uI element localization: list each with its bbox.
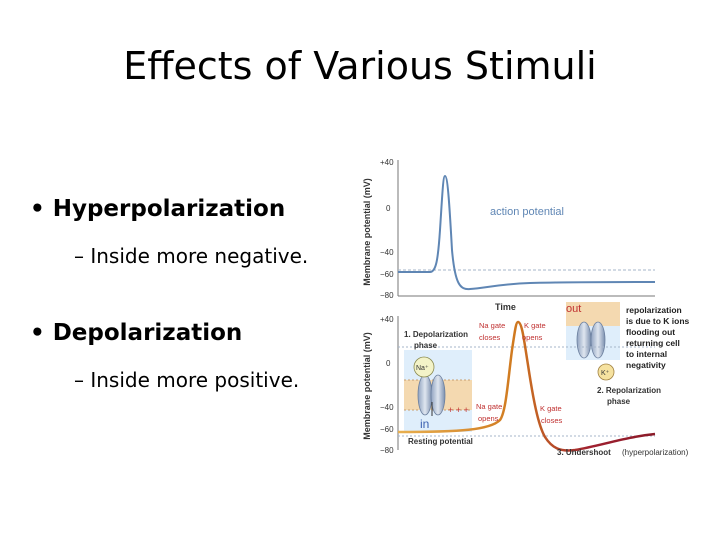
bottom-ytick: −40: [380, 403, 394, 412]
bottom-ytick: −80: [380, 446, 394, 455]
top-ytick: −40: [380, 248, 394, 257]
resting-potential-label: Resting potential: [408, 437, 473, 446]
note-line: repolarization: [626, 305, 682, 315]
top-ytick: +40: [380, 158, 394, 167]
top-ytick: 0: [386, 204, 391, 213]
na-ion-icon: [413, 356, 435, 378]
k-gate-opens-label-2: opens: [522, 333, 543, 342]
top-plot: Membrane potential (mV) +40 0 −40 −60 −8…: [362, 158, 656, 312]
sub-bullet-hyperpolarization: – Inside more negative.: [74, 244, 309, 268]
k-ion-icon: [597, 363, 615, 381]
top-ytick: −60: [380, 270, 394, 279]
bullet-label: Hyperpolarization: [52, 196, 286, 222]
k-gate-closes-label-2: closes: [541, 416, 563, 425]
na-channel-icon: [417, 374, 446, 416]
top-ytick: −80: [380, 291, 394, 300]
charge-signs-icon: + + +: [448, 405, 469, 415]
bottom-ytick: −60: [380, 425, 394, 434]
note-line: negativity: [626, 360, 666, 370]
note-line: is due to K ions: [626, 316, 690, 326]
repolarization-note: repolarization is due to K ions flooding…: [626, 305, 690, 370]
membrane-inside-panel: [404, 410, 472, 432]
membrane-potential-curve: [397, 320, 656, 452]
action-potential-curve: [398, 174, 656, 291]
na-ion-label: Na⁺: [416, 365, 429, 372]
sub-bullet-text: Inside more positive.: [90, 368, 300, 392]
repolarization-phase-label: 2. Repolarization: [597, 386, 661, 395]
top-ylabel: Membrane potential (mV): [362, 178, 372, 286]
bottom-plot: Membrane potential (mV) +40 0 −40 −60 −8…: [362, 302, 689, 457]
k-ion-label: K⁺: [601, 370, 610, 377]
k-gate-closes-label: K gate: [540, 404, 562, 413]
bottom-ylabel: Membrane potential (mV): [362, 332, 372, 440]
membrane-panel: [566, 302, 620, 326]
sub-bullet-depolarization: – Inside more positive.: [74, 368, 300, 392]
k-gate-opens-label: K gate: [524, 321, 546, 330]
hyperpolarization-label: (hyperpolarization): [622, 448, 689, 457]
inside-label: in: [420, 417, 429, 431]
k-channel-icon: [576, 321, 606, 359]
bottom-ytick: 0: [386, 359, 391, 368]
na-gate-closes-label: Na gate: [479, 321, 505, 330]
action-potential-label: action potential: [490, 206, 564, 218]
undershoot-label: 3. Undershoot: [557, 448, 611, 457]
bullet-depolarization: • Depolarization: [30, 320, 243, 346]
repolarization-phase-label-2: phase: [607, 397, 631, 406]
na-gate-opens-label: Na gate: [476, 402, 502, 411]
note-line: returning cell: [626, 338, 680, 348]
na-gate-opens-label-2: opens: [478, 414, 499, 423]
sub-bullet-text: Inside more negative.: [90, 244, 309, 268]
na-gate-closes-label-2: closes: [479, 333, 501, 342]
bullet-hyperpolarization: • Hyperpolarization: [30, 196, 286, 222]
bottom-ytick: +40: [380, 315, 394, 324]
depolarization-phase-label-2: phase: [414, 341, 438, 350]
depolarization-phase-label: 1. Depolarization: [404, 330, 468, 339]
top-xlabel: Time: [495, 302, 516, 312]
note-line: to internal: [626, 349, 667, 359]
outside-label: out: [566, 303, 581, 315]
bullet-label: Depolarization: [52, 320, 243, 346]
slide-title: Effects of Various Stimuli: [123, 44, 597, 88]
note-line: flooding out: [626, 327, 675, 337]
